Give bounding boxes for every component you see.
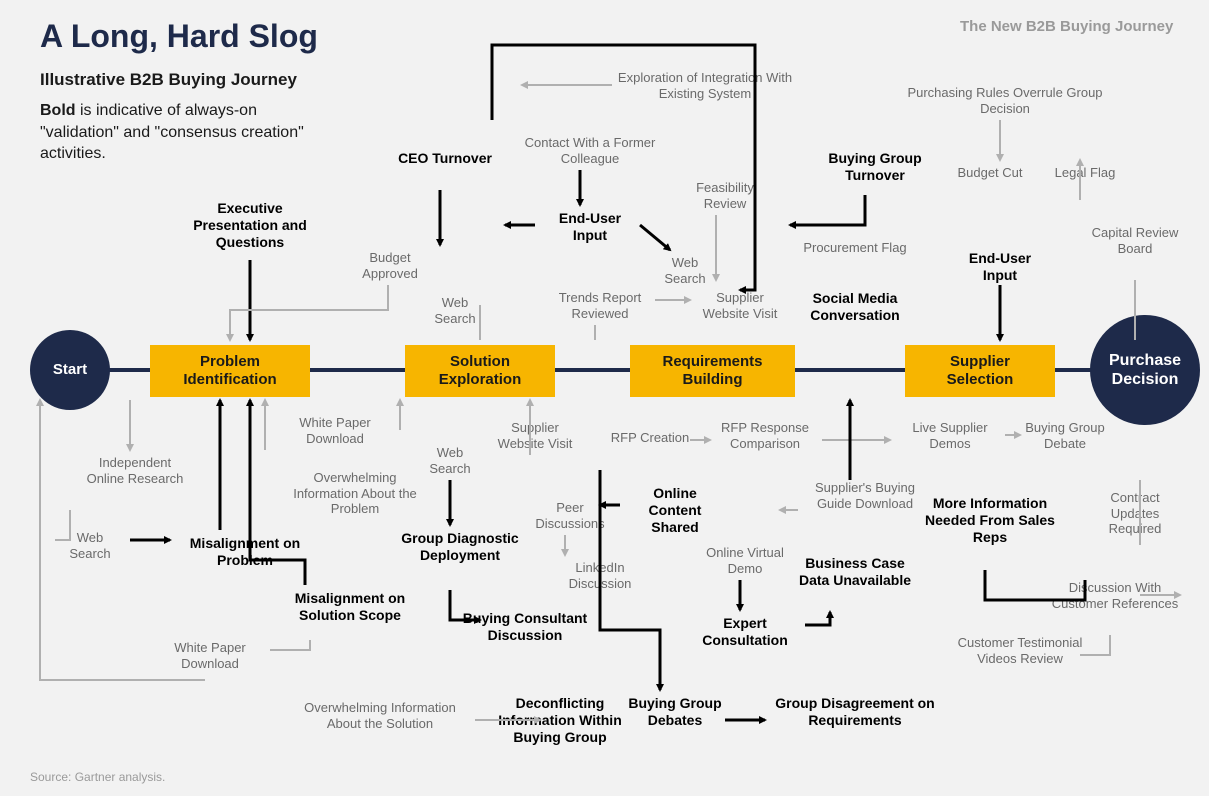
node-groupdiag: Group Diagnostic Deployment: [395, 530, 525, 564]
start-label: Start: [53, 361, 87, 379]
node-testi: Customer Testimonial Videos Review: [955, 635, 1085, 666]
node-linkedin: LinkedIn Discussion: [550, 560, 650, 591]
topright-label: The New B2B Buying Journey: [960, 18, 1173, 35]
node-deconf: Deconflicting Information Within Buying …: [480, 695, 640, 745]
node-websearch4: Web Search: [415, 445, 485, 476]
stage-solution: Solution Exploration: [405, 345, 555, 397]
node-websearch1: Web Search: [420, 295, 490, 326]
node-buydeb: Buying Group Debates: [625, 695, 725, 729]
diagram-desc: Bold is indicative of always-on "validat…: [40, 100, 330, 165]
node-capreview: Capital Review Board: [1090, 225, 1180, 256]
node-rfpcomp: RFP Response Comparison: [710, 420, 820, 451]
node-buygrpdeb: Buying Group Debate: [1020, 420, 1110, 451]
node-supguide: Supplier's Buying Guide Download: [800, 480, 930, 511]
stage-req: Requirements Building: [630, 345, 795, 397]
node-peer: Peer Discussions: [520, 500, 620, 531]
arrow: [790, 195, 865, 225]
source-label: Source: Gartner analysis.: [30, 770, 165, 784]
node-enduser1: End-User Input: [540, 210, 640, 244]
diagram-title: A Long, Hard Slog: [40, 18, 318, 55]
node-missol: Misalignment on Solution Scope: [275, 590, 425, 624]
node-contactcol: Contact With a Former Colleague: [515, 135, 665, 166]
node-groupdis: Group Disagreement on Requirements: [770, 695, 940, 729]
node-livedemo: Live Supplier Demos: [895, 420, 1005, 451]
node-expert: Expert Consultation: [680, 615, 810, 649]
node-budgetapp: Budget Approved: [345, 250, 435, 281]
node-social: Social Media Conversation: [790, 290, 920, 324]
node-supsite1: Supplier Website Visit: [695, 290, 785, 321]
node-exploration: Exploration of Integration With Existing…: [615, 70, 795, 101]
node-overwhelm1: Overwhelming Information About the Probl…: [280, 470, 430, 517]
node-wpdl2: White Paper Download: [155, 640, 265, 671]
node-wpdl1: White Paper Download: [280, 415, 390, 446]
node-exec: Executive Presentation and Questions: [175, 200, 325, 250]
node-feas: Feasibility Review: [680, 180, 770, 211]
node-websearch2: Web Search: [650, 255, 720, 286]
end-label: Purchase Decision: [1098, 351, 1192, 389]
node-bizcase: Business Case Data Unavailable: [795, 555, 915, 589]
node-buycons: Buying Consultant Discussion: [460, 610, 590, 644]
node-legalflag: Legal Flag: [1040, 165, 1130, 181]
node-moreinfo: More Information Needed From Sales Reps: [915, 495, 1065, 545]
node-ovd: Online Virtual Demo: [690, 545, 800, 576]
node-online: Online Content Shared: [625, 485, 725, 535]
arrow: [270, 640, 310, 650]
node-rfpcreate: RFP Creation: [610, 430, 690, 446]
node-enduser2: End-User Input: [950, 250, 1050, 284]
node-misprob: Misalignment on Problem: [175, 535, 315, 569]
node-supsite2: Supplier Website Visit: [490, 420, 580, 451]
node-indres: Independent Online Research: [80, 455, 190, 486]
diagram-subtitle: Illustrative B2B Buying Journey: [40, 70, 297, 90]
node-budgetcut: Budget Cut: [955, 165, 1025, 181]
node-procflag: Procurement Flag: [800, 240, 910, 256]
node-purchrules: Purchasing Rules Overrule Group Decision: [900, 85, 1110, 116]
node-ceo: CEO Turnover: [395, 150, 495, 167]
node-contract: Contract Updates Required: [1085, 490, 1185, 537]
node-overwhelm2: Overwhelming Information About the Solut…: [290, 700, 470, 731]
end-circle: Purchase Decision: [1090, 315, 1200, 425]
node-trends: Trends Report Reviewed: [540, 290, 660, 321]
stage-problem: Problem Identification: [150, 345, 310, 397]
arrow: [230, 285, 388, 340]
node-buygroup: Buying Group Turnover: [815, 150, 935, 184]
stage-supplier: Supplier Selection: [905, 345, 1055, 397]
start-circle: Start: [30, 330, 110, 410]
node-websearch3: Web Search: [55, 530, 125, 561]
node-disccust: Discussion With Customer References: [1050, 580, 1180, 611]
arrow: [640, 225, 670, 250]
